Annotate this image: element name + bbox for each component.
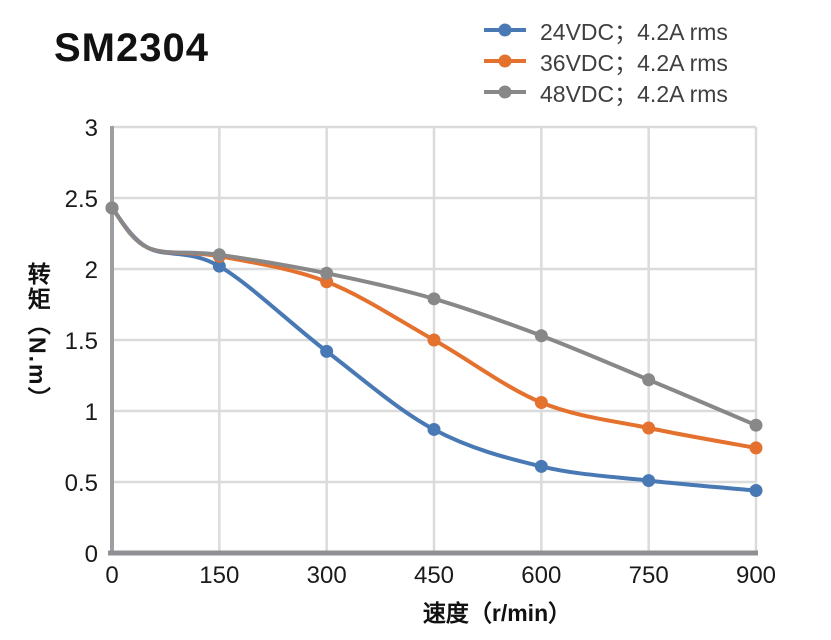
data-point-marker <box>534 329 548 343</box>
y-axis-label: 转矩（N.m） <box>24 262 51 412</box>
data-point-marker <box>427 422 441 436</box>
data-point-marker <box>427 292 441 306</box>
legend-label: 24VDC；4.2A rms <box>540 18 728 45</box>
data-point-marker <box>427 333 441 347</box>
x-tick-label: 900 <box>736 562 776 589</box>
y-tick-label: 2 <box>85 257 98 284</box>
data-point-marker <box>534 459 548 473</box>
chart-title: SM2304 <box>54 26 209 70</box>
legend-line-dot-icon <box>484 23 526 36</box>
data-point-marker <box>212 259 226 273</box>
y-tick-label: 2.5 <box>65 186 98 213</box>
legend-line-dot-icon <box>484 85 526 98</box>
x-tick-label: 0 <box>105 562 118 589</box>
y-tick-label: 1 <box>85 399 98 426</box>
data-point-marker <box>642 421 656 435</box>
data-point-marker <box>320 266 334 280</box>
legend-line-dot-icon <box>484 54 526 67</box>
legend-label: 36VDC；4.2A rms <box>540 49 728 76</box>
data-point-marker <box>534 395 548 409</box>
legend-item-48vdc: 48VDC；4.2A rms <box>483 76 728 107</box>
x-tick-label: 150 <box>199 562 239 589</box>
x-tick-label: 600 <box>521 562 561 589</box>
y-tick-label: 1.5 <box>65 328 98 355</box>
legend-item-24vdc: 24VDC；4.2A rms <box>483 14 728 45</box>
y-tick-label: 3 <box>85 115 98 142</box>
x-tick-label: 450 <box>414 562 454 589</box>
legend: 24VDC；4.2A rms 36VDC；4.2A rms 48VDC；4.2A… <box>483 14 728 107</box>
y-tick-label: 0.5 <box>65 470 98 497</box>
x-axis-label: 速度（r/min） <box>422 600 572 626</box>
x-tick-label: 300 <box>307 562 347 589</box>
x-tick-label: 750 <box>629 562 669 589</box>
legend-item-36vdc: 36VDC；4.2A rms <box>483 45 728 76</box>
y-tick-label: 0 <box>85 541 98 568</box>
data-point-marker <box>749 441 763 455</box>
data-point-marker <box>105 201 119 215</box>
data-point-marker <box>749 418 763 432</box>
data-point-marker <box>320 344 334 358</box>
data-point-marker <box>749 484 763 498</box>
data-point-marker <box>642 373 656 387</box>
data-point-marker <box>212 248 226 262</box>
data-point-marker <box>642 474 656 488</box>
legend-label: 48VDC；4.2A rms <box>540 80 728 107</box>
